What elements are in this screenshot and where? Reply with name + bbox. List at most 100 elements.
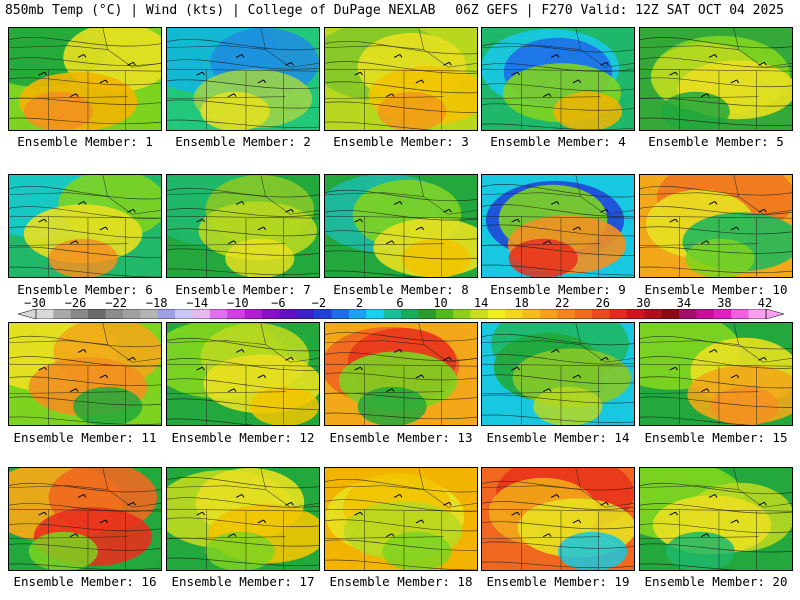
ensemble-member-map bbox=[8, 467, 162, 571]
temperature-field bbox=[640, 468, 792, 570]
colorbar-segment bbox=[505, 309, 523, 319]
ensemble-member-map bbox=[324, 467, 478, 571]
ensemble-member-label: Ensemble Member: 16 bbox=[13, 574, 157, 589]
ensemble-member-label: Ensemble Member: 17 bbox=[171, 574, 315, 589]
ensemble-member-label: Ensemble Member: 8 bbox=[333, 282, 469, 297]
colorbar-segment bbox=[609, 309, 628, 319]
colorbar-tick-label: −18 bbox=[145, 296, 168, 310]
ensemble-member-map bbox=[8, 27, 162, 131]
colorbar-segment bbox=[70, 309, 89, 319]
colorbar-tick-label: −30 bbox=[24, 296, 46, 310]
ensemble-member-label: Ensemble Member: 14 bbox=[486, 430, 630, 445]
colorbar-segment bbox=[626, 309, 645, 319]
ensemble-member-label: Ensemble Member: 5 bbox=[648, 134, 784, 149]
temperature-field bbox=[167, 175, 319, 277]
ensemble-member-label: Ensemble Member: 7 bbox=[175, 282, 311, 297]
colorbar-left-arrow bbox=[18, 309, 37, 319]
colorbar-segment bbox=[557, 309, 576, 319]
temperature-field bbox=[325, 323, 477, 425]
temperature-field bbox=[325, 468, 477, 570]
colorbar-tick-label: −22 bbox=[105, 296, 127, 310]
colorbar-segment bbox=[348, 309, 367, 319]
ensemble-member-label: Ensemble Member: 11 bbox=[13, 430, 157, 445]
colorbar-segment bbox=[105, 309, 124, 319]
ensemble-member-map bbox=[166, 467, 320, 571]
ensemble-member-map bbox=[481, 322, 635, 426]
colorbar-segment bbox=[661, 309, 680, 319]
colorbar-segment bbox=[314, 309, 332, 319]
ensemble-member-label: Ensemble Member: 3 bbox=[333, 134, 469, 149]
colorbar-tick-label: 10 bbox=[433, 296, 448, 310]
colorbar-segment bbox=[53, 309, 72, 319]
header-title: 850mb Temp (°C) | Wind (kts) | College o… bbox=[5, 3, 436, 18]
colorbar-segment bbox=[279, 309, 298, 319]
colorbar-segment bbox=[470, 309, 489, 319]
colorbar-segment bbox=[122, 309, 141, 319]
colorbar-tick-label: 38 bbox=[717, 296, 732, 310]
temperature-colorbar bbox=[18, 309, 784, 319]
colorbar-tick-label: −14 bbox=[186, 296, 209, 310]
temperature-field bbox=[640, 175, 792, 277]
temperature-field bbox=[9, 468, 161, 570]
ensemble-member-map bbox=[166, 27, 320, 131]
colorbar-segment bbox=[401, 309, 419, 319]
temperature-field bbox=[482, 28, 634, 130]
colorbar-segment bbox=[366, 309, 384, 319]
ensemble-member-label: Ensemble Member: 13 bbox=[329, 430, 473, 445]
ensemble-member-label: Ensemble Member: 1 bbox=[17, 134, 153, 149]
colorbar-segment bbox=[175, 309, 193, 319]
colorbar-segment bbox=[435, 309, 454, 319]
temperature-field bbox=[482, 323, 634, 425]
ensemble-member-label: Ensemble Member: 10 bbox=[644, 282, 788, 297]
temperature-field bbox=[482, 175, 634, 277]
temperature-field bbox=[325, 28, 477, 130]
colorbar-segment bbox=[679, 309, 697, 319]
colorbar-segment bbox=[192, 309, 211, 319]
ensemble-member-map bbox=[8, 174, 162, 278]
ensemble-member-label: Ensemble Member: 19 bbox=[486, 574, 630, 589]
colorbar-tick-label: 26 bbox=[595, 296, 610, 310]
ensemble-member-label: Ensemble Member: 18 bbox=[329, 574, 473, 589]
ensemble-member-map bbox=[639, 174, 793, 278]
colorbar-segment bbox=[731, 309, 749, 319]
ensemble-member-map bbox=[324, 322, 478, 426]
ensemble-member-label: Ensemble Member: 4 bbox=[490, 134, 626, 149]
colorbar-segment bbox=[418, 309, 437, 319]
header-run-info: 06Z GEFS | F270 Valid: 12Z SAT OCT 04 20… bbox=[455, 3, 784, 18]
colorbar-segment bbox=[487, 309, 506, 319]
temperature-field bbox=[9, 28, 161, 130]
colorbar-segment bbox=[522, 309, 541, 319]
temperature-field bbox=[482, 468, 634, 570]
colorbar-tick-label: 42 bbox=[757, 296, 773, 310]
temperature-field bbox=[640, 323, 792, 425]
colorbar-tick-label: 14 bbox=[473, 296, 489, 310]
colorbar-segment bbox=[644, 309, 663, 319]
colorbar-segment bbox=[296, 309, 315, 319]
temperature-field bbox=[640, 28, 792, 130]
colorbar-tick-label: −26 bbox=[64, 296, 87, 310]
ensemble-member-label: Ensemble Member: 12 bbox=[171, 430, 315, 445]
temperature-field bbox=[167, 323, 319, 425]
ensemble-member-label: Ensemble Member: 6 bbox=[17, 282, 153, 297]
ensemble-member-label: Ensemble Member: 20 bbox=[644, 574, 788, 589]
colorbar-tick-label: −10 bbox=[226, 296, 249, 310]
ensemble-member-map bbox=[8, 322, 162, 426]
colorbar-segment bbox=[713, 309, 732, 319]
colorbar-segment bbox=[36, 309, 54, 319]
colorbar-segment bbox=[244, 309, 263, 319]
colorbar-right-arrow bbox=[765, 309, 784, 319]
temperature-field bbox=[9, 323, 161, 425]
temperature-field bbox=[325, 175, 477, 277]
colorbar-segment bbox=[574, 309, 593, 319]
temperature-field bbox=[167, 468, 319, 570]
ensemble-member-label: Ensemble Member: 9 bbox=[490, 282, 626, 297]
colorbar-segment bbox=[261, 309, 280, 319]
colorbar-segment bbox=[227, 309, 245, 319]
ensemble-member-map bbox=[481, 27, 635, 131]
temperature-field bbox=[9, 175, 161, 277]
colorbar-segment bbox=[157, 309, 176, 319]
colorbar-segment bbox=[453, 309, 471, 319]
colorbar-tick-label: 22 bbox=[554, 296, 570, 310]
ensemble-member-map bbox=[481, 467, 635, 571]
colorbar-tick-label: 18 bbox=[514, 296, 529, 310]
